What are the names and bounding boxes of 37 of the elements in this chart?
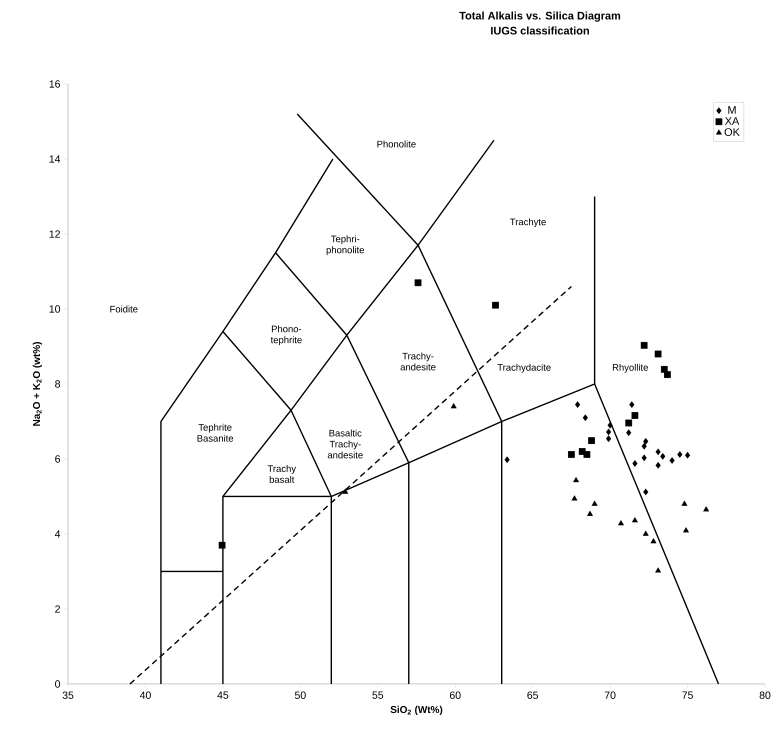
y-tick-label: 16: [50, 80, 60, 88]
annotation: Phonolite: [377, 140, 416, 148]
annotation: Trachyte: [510, 218, 546, 228]
y-tick-label: 8: [55, 380, 60, 388]
x-axis-title: SiO$_{2}$ (Wt%): [390, 706, 442, 716]
annotation: Tephrite Basanite: [198, 424, 234, 442]
legend-label: XA: [724, 117, 740, 125]
annotation: Rhyollite: [612, 364, 648, 373]
x-tick-label: 50: [294, 692, 306, 699]
y-tick-label: 2: [55, 605, 60, 613]
annotation: Tephri-phonolite: [326, 235, 364, 256]
chart-title: Total Alkalis vs. Silica Diagram: [459, 12, 620, 22]
y-tick-label: 6: [55, 455, 60, 463]
x-tick-label: 75: [682, 692, 693, 699]
legend-label: M: [728, 106, 736, 114]
annotation: Trachydacite: [497, 364, 551, 373]
x-tick-label: 65: [527, 692, 538, 699]
legend-label: OK: [724, 128, 740, 136]
x-tick-label: 35: [62, 692, 74, 699]
x-tick-label: 45: [217, 692, 228, 699]
y-tick-label: 14: [50, 155, 60, 163]
y-axis-title: Na$_{2}$O + K$_{2}$O (wt%): [32, 342, 42, 426]
annotation: Trachy-andesite: [400, 352, 436, 370]
annotation: Foidite: [110, 306, 138, 312]
x-tick-label: 60: [450, 692, 461, 699]
x-tick-label: 70: [604, 692, 616, 699]
x-tick-label: 55: [372, 692, 384, 699]
y-tick-label: 10: [50, 305, 60, 313]
x-tick-label: 80: [760, 692, 770, 699]
y-tick-label: 4: [54, 530, 60, 538]
annotation: Phono-tephrite: [270, 325, 302, 346]
y-tick-label: 12: [50, 230, 60, 238]
x-tick-label: 40: [140, 692, 151, 699]
annotation: Trachy basalt: [268, 465, 296, 483]
y-tick-label: 0: [55, 680, 60, 688]
chart-subtitle: IUGS classification: [491, 26, 589, 35]
annotation: Basaltic Trachy-andesite: [328, 430, 363, 458]
